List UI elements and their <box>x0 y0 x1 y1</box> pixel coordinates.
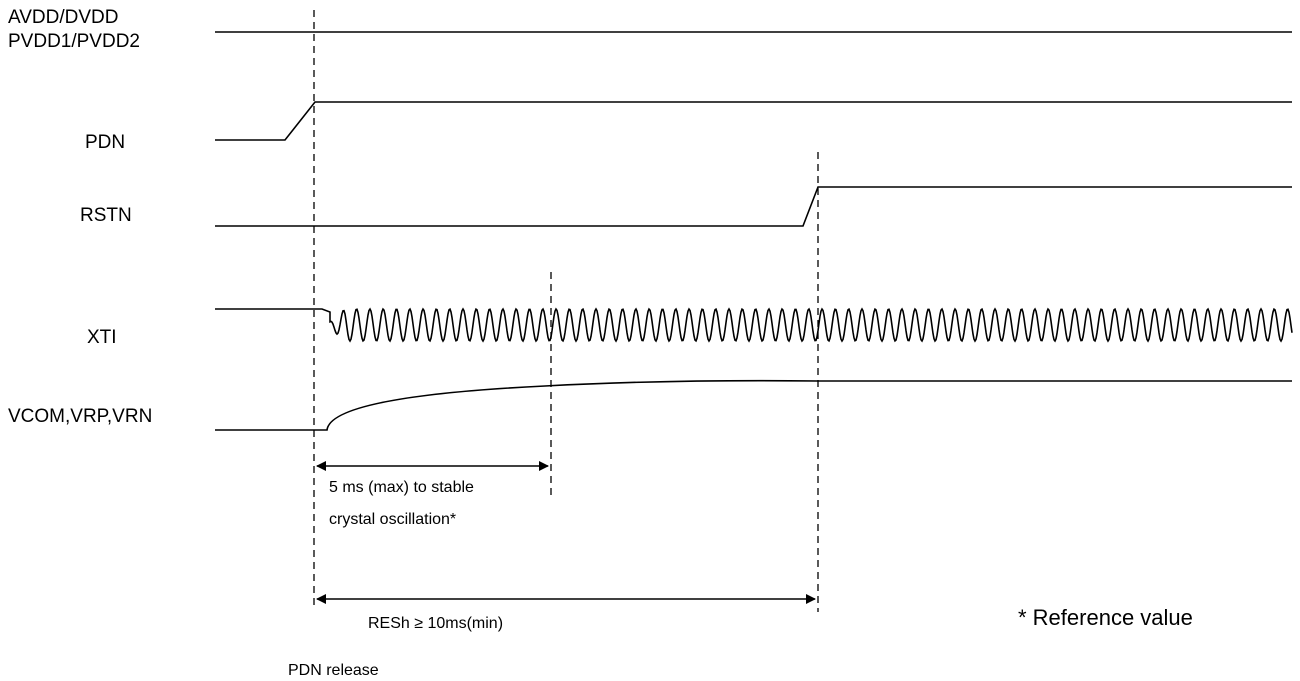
osc-annotation-line2: crystal oscillation* <box>329 511 456 528</box>
osc-annotation-line1: 5 ms (max) to stable <box>329 479 474 496</box>
xti-waveform <box>215 307 1293 343</box>
power-label-line1: AVDD/DVDD <box>8 7 119 28</box>
reference-note: * Reference value <box>1018 605 1193 630</box>
rstn-waveform <box>215 186 1292 227</box>
vcom-label: VCOM,VRP,VRN <box>8 406 152 427</box>
pdn-label: PDN <box>85 132 125 153</box>
pdn-waveform <box>215 101 1292 141</box>
pdn-release-label: PDN release <box>288 662 379 679</box>
power-label-line2: PVDD1/PVDD2 <box>8 31 140 52</box>
resh-annotation: RESh ≥ 10ms(min) <box>368 615 503 632</box>
rstn-label: RSTN <box>80 205 132 226</box>
vcom-waveform <box>215 379 1292 431</box>
xti-label: XTI <box>87 327 117 348</box>
